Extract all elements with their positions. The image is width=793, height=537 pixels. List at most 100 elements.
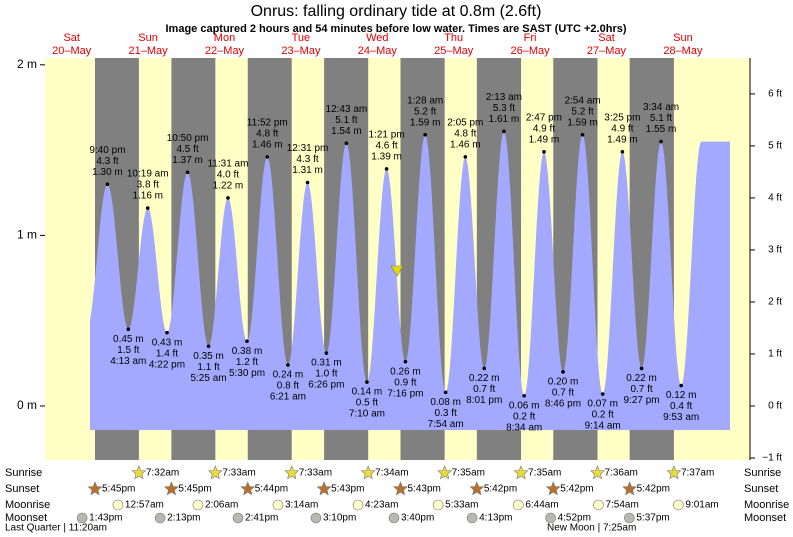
row-label: Moonset: [744, 512, 786, 524]
row-time: 3:40pm: [401, 513, 434, 524]
tide-label: 10:19 am: [127, 169, 169, 180]
tide-point: [344, 141, 349, 146]
tide-label: 0.38 m: [232, 346, 263, 357]
moon-phase: New Moon | 7:25am: [547, 523, 636, 534]
tide-point: [561, 370, 565, 374]
tide-label: 3:25 pm: [604, 112, 640, 123]
row-time: 5:37pm: [636, 513, 669, 524]
tide-point: [324, 351, 329, 355]
day-name: Thu: [444, 32, 463, 44]
tide-label: 1.5 ft: [117, 345, 139, 356]
tide-label: 9:14 am: [585, 421, 621, 432]
tide-label: 10:50 pm: [167, 133, 209, 144]
sunset-icon: [393, 481, 408, 496]
day-date: 21–May: [129, 45, 169, 57]
tide-label: 0.2 ft: [592, 410, 614, 421]
tide-point: [659, 139, 663, 144]
tide-label: 0.12 m: [666, 390, 697, 401]
tide-label: 0.07 m: [587, 399, 618, 410]
row-time: 5:33am: [445, 500, 478, 511]
tide-point: [423, 132, 427, 137]
moonset-icon: [466, 512, 478, 524]
tide-label: 0.22 m: [626, 373, 657, 384]
tide-point: [639, 366, 644, 371]
row-time: 7:37am: [681, 468, 714, 479]
moonset-icon: [232, 512, 244, 524]
y-tick-label: 2 m: [17, 57, 37, 71]
row-time: 5:42pm: [560, 484, 593, 495]
tide-label: 0.7 ft: [473, 384, 495, 395]
tide-label: 8:34 am: [506, 422, 542, 433]
day-name: Sat: [63, 32, 80, 44]
tide-label: 7:54 am: [428, 419, 464, 430]
y2-tick-label: 4 ft: [768, 193, 782, 204]
tide-point: [365, 380, 369, 384]
tide-label: 1.49 m: [607, 134, 638, 145]
tide-label: 0.14 m: [352, 387, 383, 398]
row-time: 2:13pm: [167, 513, 200, 524]
day-name: Sun: [673, 32, 693, 44]
tide-label: 0.24 m: [273, 370, 304, 381]
y2-tick-label: 0 ft: [768, 401, 782, 412]
tide-label: 1.2 ft: [236, 357, 258, 368]
tide-label: 4.0 ft: [217, 170, 239, 181]
row-label: Moonrise: [5, 499, 50, 511]
sunrise-icon: [284, 465, 300, 480]
tide-label: 1.30 m: [92, 167, 123, 178]
sunrise-icon: [513, 465, 529, 480]
tide-label: 0.43 m: [152, 337, 183, 348]
row-time: 4:23am: [365, 500, 398, 511]
sunset-icon: [240, 481, 256, 496]
tide-label: 2:47 pm: [526, 112, 562, 123]
tide-label: 2:54 am: [564, 95, 600, 106]
sunset-icon: [316, 481, 332, 496]
moonset-icon: [624, 512, 635, 524]
tide-label: 0.3 ft: [435, 408, 457, 419]
tide-label: 0.5 ft: [356, 398, 378, 409]
tide-label: 3.8 ft: [137, 180, 159, 191]
moonrise-icon: [352, 499, 364, 511]
tide-label: 12:31 pm: [287, 143, 329, 154]
moonset-icon: [310, 512, 322, 524]
tide-label: 4.3 ft: [296, 154, 318, 165]
tide-label: 0.31 m: [311, 358, 342, 369]
row-time: 7:32am: [146, 468, 179, 479]
row-time: 6:44am: [525, 500, 558, 511]
chart-subtitle: Image captured 2 hours and 54 minutes be…: [165, 23, 626, 35]
day-name: Fri: [524, 32, 537, 44]
tide-point: [105, 182, 110, 187]
tide-point: [542, 150, 546, 154]
day-date: 27–May: [587, 45, 627, 57]
row-time: 2:06am: [205, 500, 238, 511]
moonrise-icon: [112, 499, 124, 511]
y2-tick-label: 6 ft: [768, 89, 782, 100]
tide-label: 0.20 m: [548, 376, 579, 387]
tide-label: 4.8 ft: [454, 129, 476, 140]
row-time: 5:45pm: [102, 484, 135, 495]
moon-phase: Last Quarter | 11:20am: [5, 523, 107, 534]
y2-tick-label: 5 ft: [768, 141, 782, 152]
tide-point: [679, 383, 683, 388]
tide-label: 6:21 am: [270, 392, 306, 403]
tide-point: [620, 150, 625, 154]
tide-label: 4.5 ft: [176, 144, 198, 155]
chart-foreground: Sat20–MaySun21–MayMon22–MayTue23–MayWed2…: [5, 32, 789, 524]
tide-label: 1.22 m: [213, 181, 244, 192]
day-name: Tue: [292, 32, 311, 44]
row-label: Sunset: [5, 483, 39, 495]
tide-point: [226, 196, 230, 200]
tide-label: 1.59 m: [410, 117, 441, 128]
tide-label: 0.45 m: [113, 334, 144, 345]
row-time: 7:35am: [528, 468, 561, 479]
tide-label: 5.3 ft: [493, 103, 515, 114]
day-date: 26–May: [511, 45, 551, 57]
tide-label: 1.39 m: [371, 152, 402, 163]
tide-label: 1.1 ft: [197, 362, 219, 373]
tide-label: 0.26 m: [390, 366, 421, 377]
moonset-icon: [76, 512, 88, 524]
tide-point: [206, 344, 211, 349]
tide-label: 9:27 pm: [624, 395, 660, 406]
tide-label: 1.16 m: [132, 191, 163, 202]
row-time: 5:42pm: [484, 484, 517, 495]
